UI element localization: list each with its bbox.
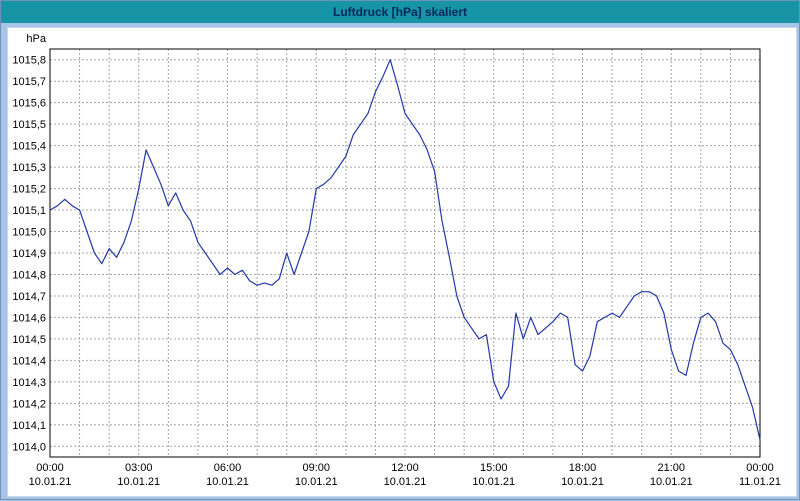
pressure-chart: 1014,0 1014,1 1014,2 1014,3 1014,4 1014,5 1014…	[12, 33, 781, 488]
svg-text:10.01.21: 10.01.21	[561, 476, 604, 488]
svg-text:1015,2: 1015,2	[12, 184, 46, 196]
chart-panel: 1014,0 1014,1 1014,2 1014,3 1014,4 1014,5 1014…	[7, 27, 797, 497]
svg-text:1015,3: 1015,3	[12, 162, 46, 174]
svg-text:06:00: 06:00	[214, 462, 242, 474]
svg-text:1015,6: 1015,6	[12, 98, 46, 110]
svg-text:hPa: hPa	[26, 33, 46, 45]
svg-text:21:00: 21:00	[657, 462, 685, 474]
svg-text:10.01.21: 10.01.21	[650, 476, 693, 488]
svg-text:10.01.21: 10.01.21	[384, 476, 427, 488]
svg-text:00:00: 00:00	[746, 462, 774, 474]
svg-text:10.01.21: 10.01.21	[117, 476, 160, 488]
svg-text:15:00: 15:00	[480, 462, 508, 474]
svg-text:09:00: 09:00	[302, 462, 330, 474]
svg-text:1014,8: 1014,8	[12, 269, 46, 281]
svg-text:10.01.21: 10.01.21	[295, 476, 338, 488]
svg-text:10.01.21: 10.01.21	[206, 476, 249, 488]
svg-text:1014,3: 1014,3	[12, 377, 46, 389]
svg-text:1015,8: 1015,8	[12, 55, 46, 67]
svg-text:00:00: 00:00	[36, 462, 64, 474]
svg-text:1015,7: 1015,7	[12, 76, 46, 88]
svg-text:1014,5: 1014,5	[12, 334, 46, 346]
svg-text:1014,6: 1014,6	[12, 312, 46, 324]
svg-text:1015,1: 1015,1	[12, 205, 46, 217]
window-title: Luftdruck [hPa] skaliert	[332, 5, 468, 19]
svg-text:11.01.21: 11.01.21	[739, 476, 781, 488]
svg-text:10.01.21: 10.01.21	[29, 476, 72, 488]
svg-text:1014,7: 1014,7	[12, 291, 46, 303]
svg-text:1014,1: 1014,1	[12, 420, 46, 432]
svg-text:1014,4: 1014,4	[12, 355, 46, 367]
svg-text:1014,2: 1014,2	[12, 398, 46, 410]
title-bar[interactable]: Luftdruck [hPa] skaliert	[1, 1, 799, 23]
svg-text:1014,0: 1014,0	[12, 441, 46, 453]
svg-text:1015,5: 1015,5	[12, 119, 46, 131]
svg-text:10.01.21: 10.01.21	[472, 476, 515, 488]
svg-text:12:00: 12:00	[391, 462, 419, 474]
svg-text:18:00: 18:00	[569, 462, 597, 474]
svg-text:03:00: 03:00	[125, 462, 153, 474]
svg-text:1015,4: 1015,4	[12, 141, 46, 153]
svg-text:1014,9: 1014,9	[12, 248, 46, 260]
svg-text:1015,0: 1015,0	[12, 227, 46, 239]
